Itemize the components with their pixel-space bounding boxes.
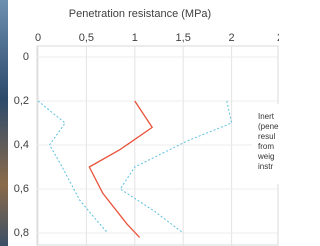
chart: Penetration resistance (MPa) 0 0,5 1 1,5 2 2 0… [0, 0, 279, 246]
x-tick-label: 1,5 [176, 32, 191, 44]
y-tick-label: 0,4 [14, 139, 29, 151]
x-tick-label: 2 [277, 32, 279, 44]
x-tick-label: 1 [132, 32, 138, 44]
note-text: Inert [258, 112, 275, 121]
x-tick-label: 0,5 [79, 32, 94, 44]
chart-title: Penetration resistance (MPa) [69, 8, 211, 20]
y-tick-label: 0,6 [14, 183, 29, 195]
note-text: resul [258, 132, 276, 141]
photo-edge [0, 0, 8, 246]
x-tick-label: 0 [35, 32, 41, 44]
note-text: instr [258, 162, 273, 171]
note-text: (pene [258, 122, 279, 131]
x-tick-label: 2 [229, 32, 235, 44]
page: {"chart_data": {"type": "line", "title":… [0, 0, 279, 246]
y-tick-label: 0,8 [14, 227, 29, 239]
y-tick-label: 0 [23, 51, 29, 63]
y-tick-label: 0,2 [14, 95, 29, 107]
note-text: weig [257, 152, 274, 161]
note-text: from [258, 142, 274, 151]
